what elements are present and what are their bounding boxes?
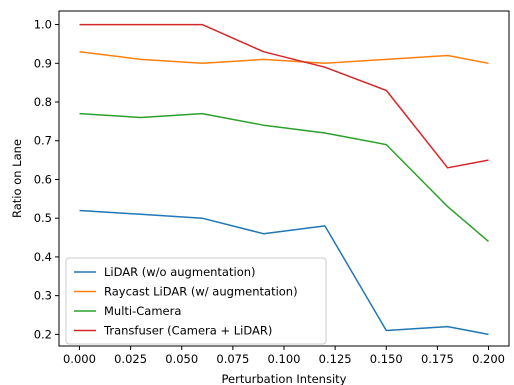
x-tick-label: 0.025 — [114, 352, 147, 366]
series-line-3 — [79, 112, 489, 242]
x-tick-label: 0.075 — [216, 352, 249, 366]
series-line-1 — [79, 209, 489, 336]
series-line-2 — [79, 50, 489, 65]
x-tick-label: 0.000 — [63, 352, 96, 366]
y-tick-label: 1.0 — [34, 18, 52, 32]
legend-label: LiDAR (w/o augmentation) — [104, 265, 256, 279]
x-tick-label: 0.175 — [421, 352, 454, 366]
x-tick-label: 0.150 — [370, 352, 403, 366]
x-tick-label: 0.050 — [165, 352, 198, 366]
x-tick-label: 0.200 — [472, 352, 505, 366]
y-tick-label: 0.8 — [34, 95, 52, 109]
y-tick-label: 0.3 — [34, 289, 52, 303]
x-tick-label: 0.125 — [319, 352, 352, 366]
y-tick-label: 0.9 — [34, 56, 52, 70]
series-line-4 — [79, 23, 489, 169]
x-axis-title: Perturbation Intensity — [222, 372, 347, 385]
legend-label: Raycast LiDAR (w/ augmentation) — [104, 285, 298, 299]
x-tick-label: 0.100 — [268, 352, 301, 366]
y-tick-label: 0.5 — [34, 211, 52, 225]
y-tick-label: 0.7 — [34, 134, 52, 148]
y-tick-label: 0.6 — [34, 172, 52, 186]
legend-label: Multi-Camera — [104, 304, 181, 318]
legend-label: Transfuser (Camera + LiDAR) — [103, 324, 272, 338]
y-axis-title: Ratio on Lane — [10, 139, 24, 218]
legend-box — [65, 257, 327, 345]
y-tick-label: 0.4 — [34, 250, 52, 264]
legend: LiDAR (w/o augmentation) Raycast LiDAR (w… — [65, 257, 327, 345]
y-tick-label: 0.2 — [34, 327, 52, 341]
